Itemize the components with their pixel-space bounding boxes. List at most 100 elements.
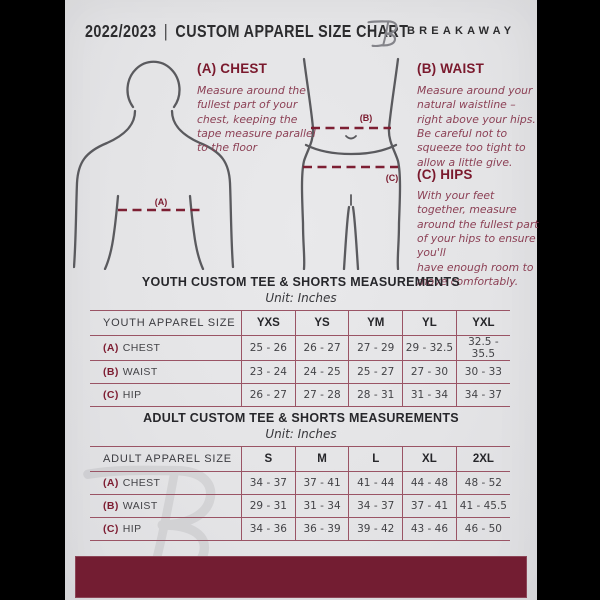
row-name: WAIST (122, 500, 158, 512)
measurement-cell: 48 - 52 (455, 471, 510, 495)
column-header: XL (402, 446, 457, 472)
left-inner-leg-line (342, 205, 351, 270)
measurement-cell: 25 - 27 (348, 360, 403, 384)
right-shoulder-arm-outline (170, 109, 235, 269)
table-row-hip: (C) HIP 26 - 27 27 - 28 28 - 31 31 - 34 3… (90, 383, 510, 407)
right-armpit-line (188, 194, 205, 270)
column-header: YOUTH APPAREL SIZE (103, 317, 236, 329)
adult-unit-label: Unit: Inches (265, 427, 337, 441)
title-divider: | (163, 21, 169, 41)
hips-marker-label: (C) (386, 173, 399, 183)
table-row-waist: (B) WAIST 29 - 31 31 - 34 34 - 37 37 - 41… (90, 494, 510, 518)
measurement-cell: 41 - 44 (348, 471, 403, 495)
measurement-cell: 39 - 42 (348, 517, 403, 541)
table-row-waist: (B) WAIST 23 - 24 24 - 25 25 - 27 27 - 30… (90, 360, 510, 384)
row-label: (B) WAIST (90, 361, 242, 384)
column-header: S (241, 446, 296, 472)
left-hip-leg-outline (300, 57, 315, 270)
row-label: (C) HIP (90, 518, 242, 541)
table-row-chest: (A) CHEST 25 - 26 26 - 27 27 - 29 29 - 32… (90, 335, 510, 361)
left-armpit-line (103, 194, 120, 270)
torso-diagram: (A) (73, 60, 235, 270)
youth-unit-label: Unit: Inches (265, 291, 337, 305)
row-label: (A) CHEST (90, 472, 242, 495)
column-header: YL (402, 310, 457, 336)
column-header: YXS (241, 310, 296, 336)
column-header: M (294, 446, 349, 472)
row-prefix: (C) (103, 389, 119, 401)
navel-mark (345, 135, 357, 140)
right-pillarbox-bar (537, 0, 600, 600)
row-label: (A) CHEST (90, 336, 242, 361)
measurement-cell: 37 - 41 (402, 494, 457, 518)
right-inner-leg-line (351, 205, 360, 270)
column-header: YS (294, 310, 349, 336)
measurement-cell: 28 - 31 (348, 383, 403, 407)
youth-size-table: YOUTH APPAREL SIZE YXS YS YM YL YXL (A) C… (90, 310, 510, 407)
measurement-cell: 24 - 25 (294, 360, 349, 384)
measurement-cell: 34 - 37 (241, 471, 296, 495)
row-name: HIP (122, 389, 142, 401)
row-name: WAIST (122, 366, 158, 378)
measurement-cell: 30 - 33 (455, 360, 510, 384)
row-name: HIP (122, 523, 142, 535)
measurement-cell: 46 - 50 (455, 517, 510, 541)
chest-marker-label: (A) (155, 197, 168, 207)
table-row-chest: (A) CHEST 34 - 37 37 - 41 41 - 44 44 - 48… (90, 471, 510, 495)
measurement-cell: 27 - 30 (402, 360, 457, 384)
adult-table-header-row: ADULT APPAREL SIZE S M L XL 2XL (90, 446, 510, 472)
row-prefix: (B) (103, 366, 119, 378)
hips-heading: (C) HIPS (417, 167, 473, 182)
measurement-cell: 26 - 27 (294, 335, 349, 361)
right-hip-leg-outline (387, 57, 402, 270)
measurement-cell: 23 - 24 (241, 360, 296, 384)
measurement-cell: 26 - 27 (241, 383, 296, 407)
measurement-cell: 31 - 34 (402, 383, 457, 407)
column-header: YXL (455, 310, 510, 336)
column-header: ADULT APPAREL SIZE (103, 453, 232, 465)
row-prefix: (A) (103, 477, 119, 489)
measurement-cell: 34 - 36 (241, 517, 296, 541)
lower-body-diagram: (B) (C) (300, 57, 402, 270)
chart-title: CUSTOM APPAREL SIZE CHART (175, 21, 409, 41)
waist-instructions: Measure around your natural waistline – … (417, 84, 536, 169)
adult-size-table: ADULT APPAREL SIZE S M L XL 2XL (A) CHEST… (90, 446, 510, 541)
adult-section-title: ADULT CUSTOM TEE & SHORTS MEASUREMENTS (143, 411, 459, 425)
page-title: 2022/2023 | CUSTOM APPAREL SIZE CHART (85, 21, 408, 42)
chest-instructions: Measure around the fullest part of your … (197, 84, 316, 155)
left-pillarbox-bar (0, 0, 65, 600)
left-shoulder-arm-outline (73, 109, 137, 269)
measurement-cell: 29 - 32.5 (402, 335, 457, 361)
waist-marker-label: (B) (360, 113, 373, 123)
measurement-cell: 25 - 26 (241, 335, 296, 361)
row-name: CHEST (122, 477, 161, 489)
waist-heading: (B) WAIST (417, 61, 485, 76)
row-prefix: (C) (103, 523, 119, 535)
season-label: 2022/2023 (85, 21, 157, 41)
measurement-cell: 44 - 48 (402, 471, 457, 495)
measurement-cell: 41 - 45.5 (455, 494, 510, 518)
measurement-cell: 32.5 - 35.5 (455, 335, 510, 361)
measurement-cell: 36 - 39 (294, 517, 349, 541)
measurement-cell: 34 - 37 (348, 494, 403, 518)
breakaway-logo-icon (367, 20, 398, 47)
chart-document: 2022/2023 | CUSTOM APPAREL SIZE CHART BR… (65, 0, 539, 600)
measurement-cell: 34 - 37 (455, 383, 510, 407)
hips-instructions: With your feet together, measure around … (417, 189, 539, 289)
youth-section-title: YOUTH CUSTOM TEE & SHORTS MEASUREMENTS (141, 275, 461, 289)
measurement-cell: 43 - 46 (402, 517, 457, 541)
row-label: (C) HIP (90, 384, 242, 407)
row-label: (B) WAIST (90, 495, 242, 518)
brand-name: BREAKAWAY (407, 24, 516, 37)
table-row-hip: (C) HIP 34 - 36 36 - 39 39 - 42 43 - 46 4… (90, 517, 510, 541)
head-outline (126, 60, 181, 109)
measurement-cell: 27 - 29 (348, 335, 403, 361)
measurement-cell: 31 - 34 (294, 494, 349, 518)
row-prefix: (B) (103, 500, 119, 512)
brand-lockup: BREAKAWAY (366, 14, 515, 47)
row-name: CHEST (122, 342, 161, 354)
measurement-cell: 29 - 31 (241, 494, 296, 518)
measurement-cell: 27 - 28 (294, 383, 349, 407)
footer-accent-bar (75, 556, 527, 598)
